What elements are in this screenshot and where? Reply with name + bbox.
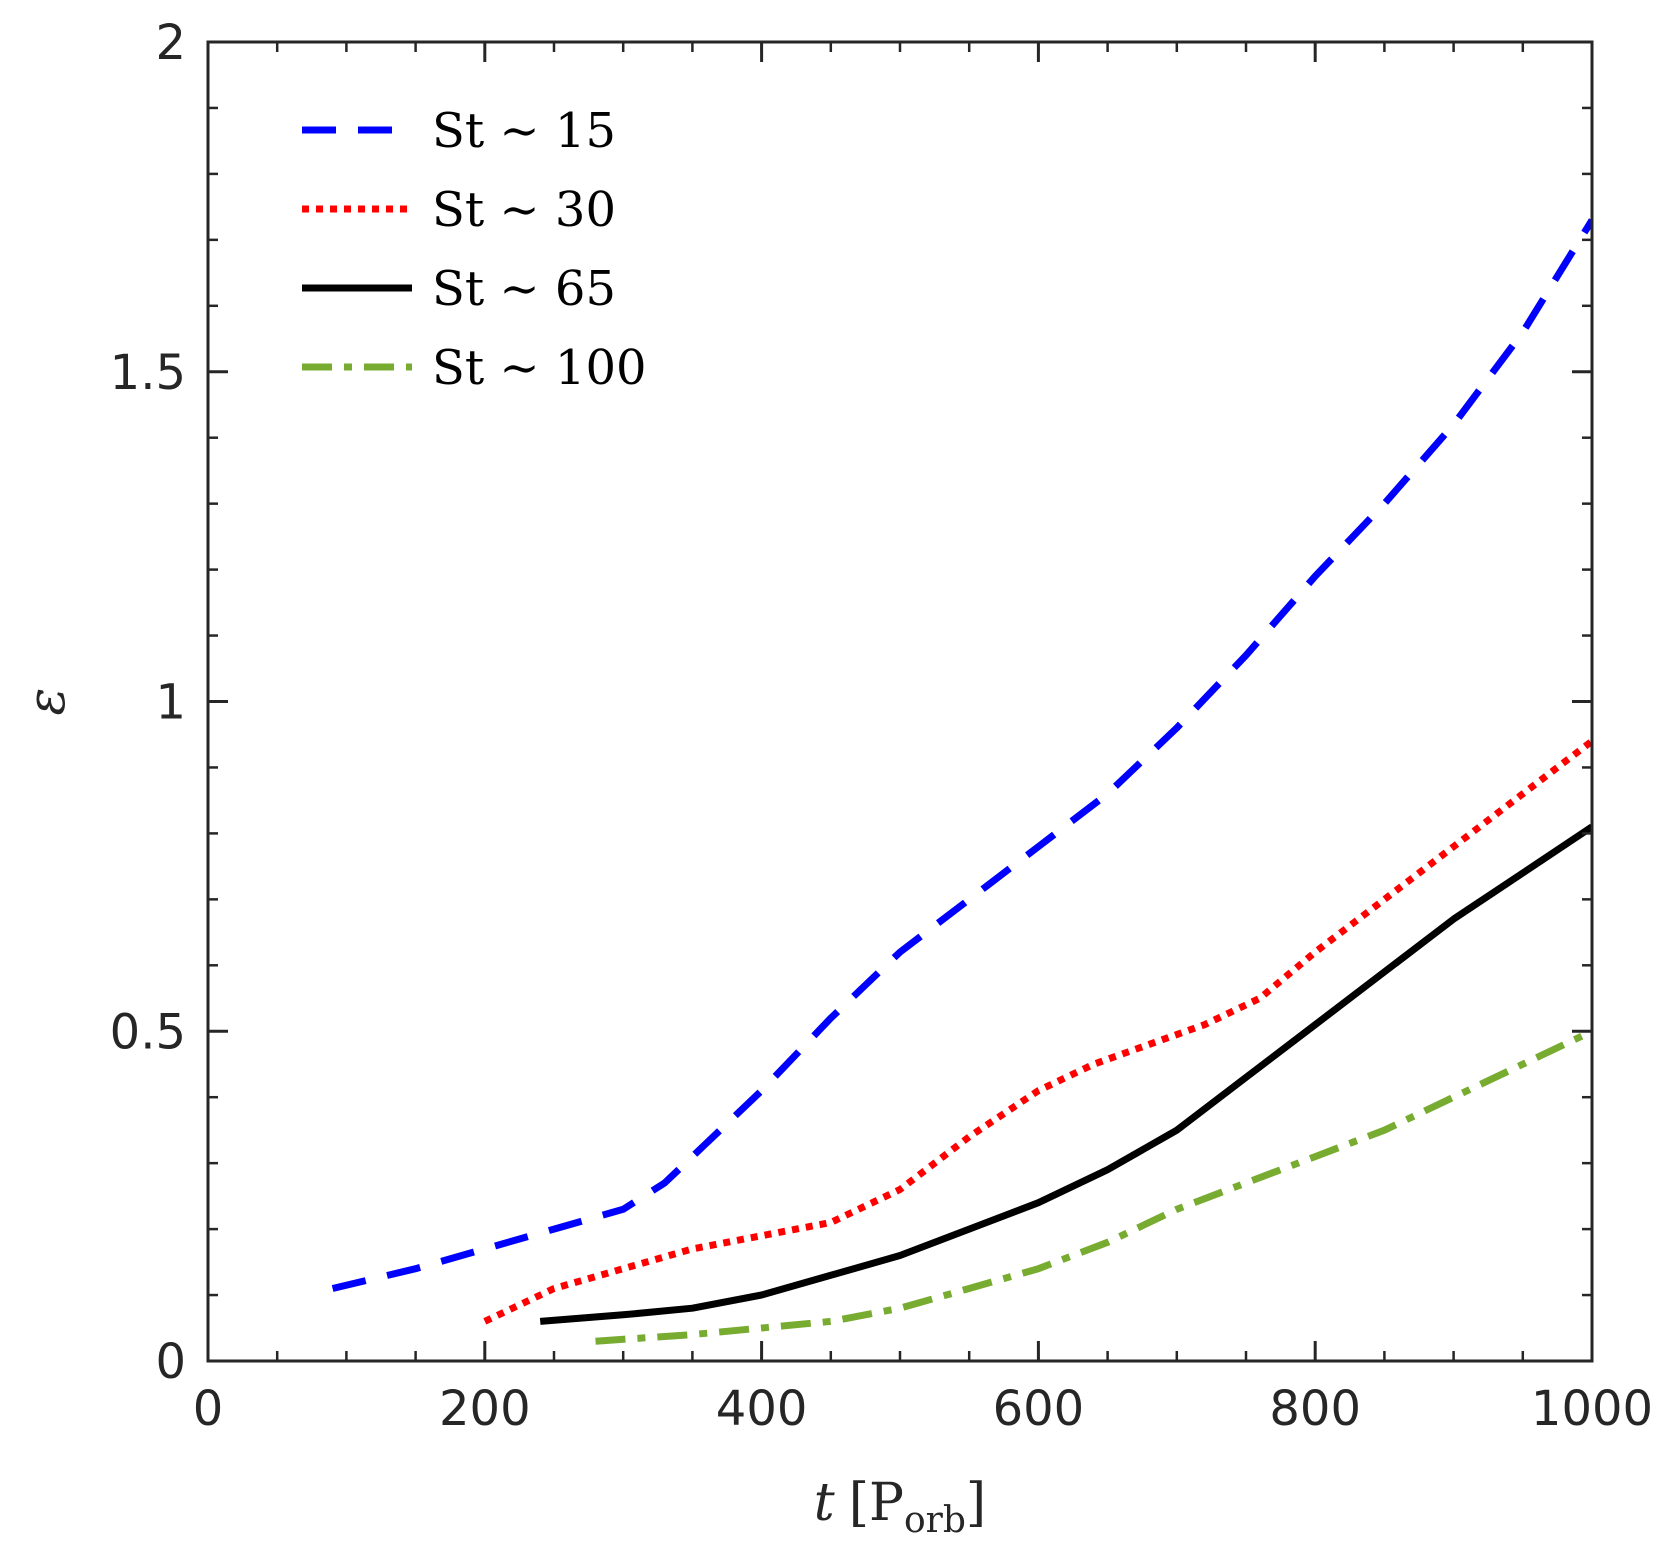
x-axis-label-open: [ xyxy=(849,1473,869,1533)
y-axis-label: ε xyxy=(17,688,77,716)
legend-label-3: St ∼ 65 xyxy=(432,261,616,317)
legend-label-1: St ∼ 15 xyxy=(432,103,616,159)
y-tick-label: 0 xyxy=(155,1334,186,1390)
x-tick-label: 800 xyxy=(1269,1381,1361,1437)
x-tick-label: 400 xyxy=(716,1381,808,1437)
plot-area xyxy=(331,218,1592,1345)
x-tick-label: 600 xyxy=(993,1381,1085,1437)
legend-label-4: St ∼ 100 xyxy=(432,340,647,396)
x-axis-label-sub: orb xyxy=(904,1500,966,1541)
series-line-3 xyxy=(539,823,1592,1325)
axes: 0 200 400 600 800 1000 0 0.5 1 1.5 2 t [Porb] ε xyxy=(17,15,1653,1541)
axes-frame xyxy=(206,40,1594,1363)
x-axis-label-close: ] xyxy=(966,1473,986,1533)
series-line-2 xyxy=(483,738,1592,1325)
x-tick-label: 200 xyxy=(439,1381,531,1437)
series-line-4 xyxy=(595,1028,1592,1345)
y-tick-label: 1 xyxy=(155,675,186,731)
x-tick-label: 0 xyxy=(193,1381,224,1437)
x-axis-label-unit: P xyxy=(869,1473,904,1533)
y-tick-label: 0.5 xyxy=(110,1004,186,1060)
series-line-1 xyxy=(331,218,1592,1292)
legend: St ∼ 15 St ∼ 30 St ∼ 65 St ∼ 100 xyxy=(302,103,647,396)
x-tick-label: 1000 xyxy=(1531,1381,1653,1437)
legend-label-2: St ∼ 30 xyxy=(432,182,616,238)
x-axis-label: t [Porb] xyxy=(814,1473,986,1541)
x-axis-label-var: t xyxy=(814,1473,835,1533)
y-tick-label: 2 xyxy=(155,15,186,71)
y-tick-label: 1.5 xyxy=(110,345,186,401)
